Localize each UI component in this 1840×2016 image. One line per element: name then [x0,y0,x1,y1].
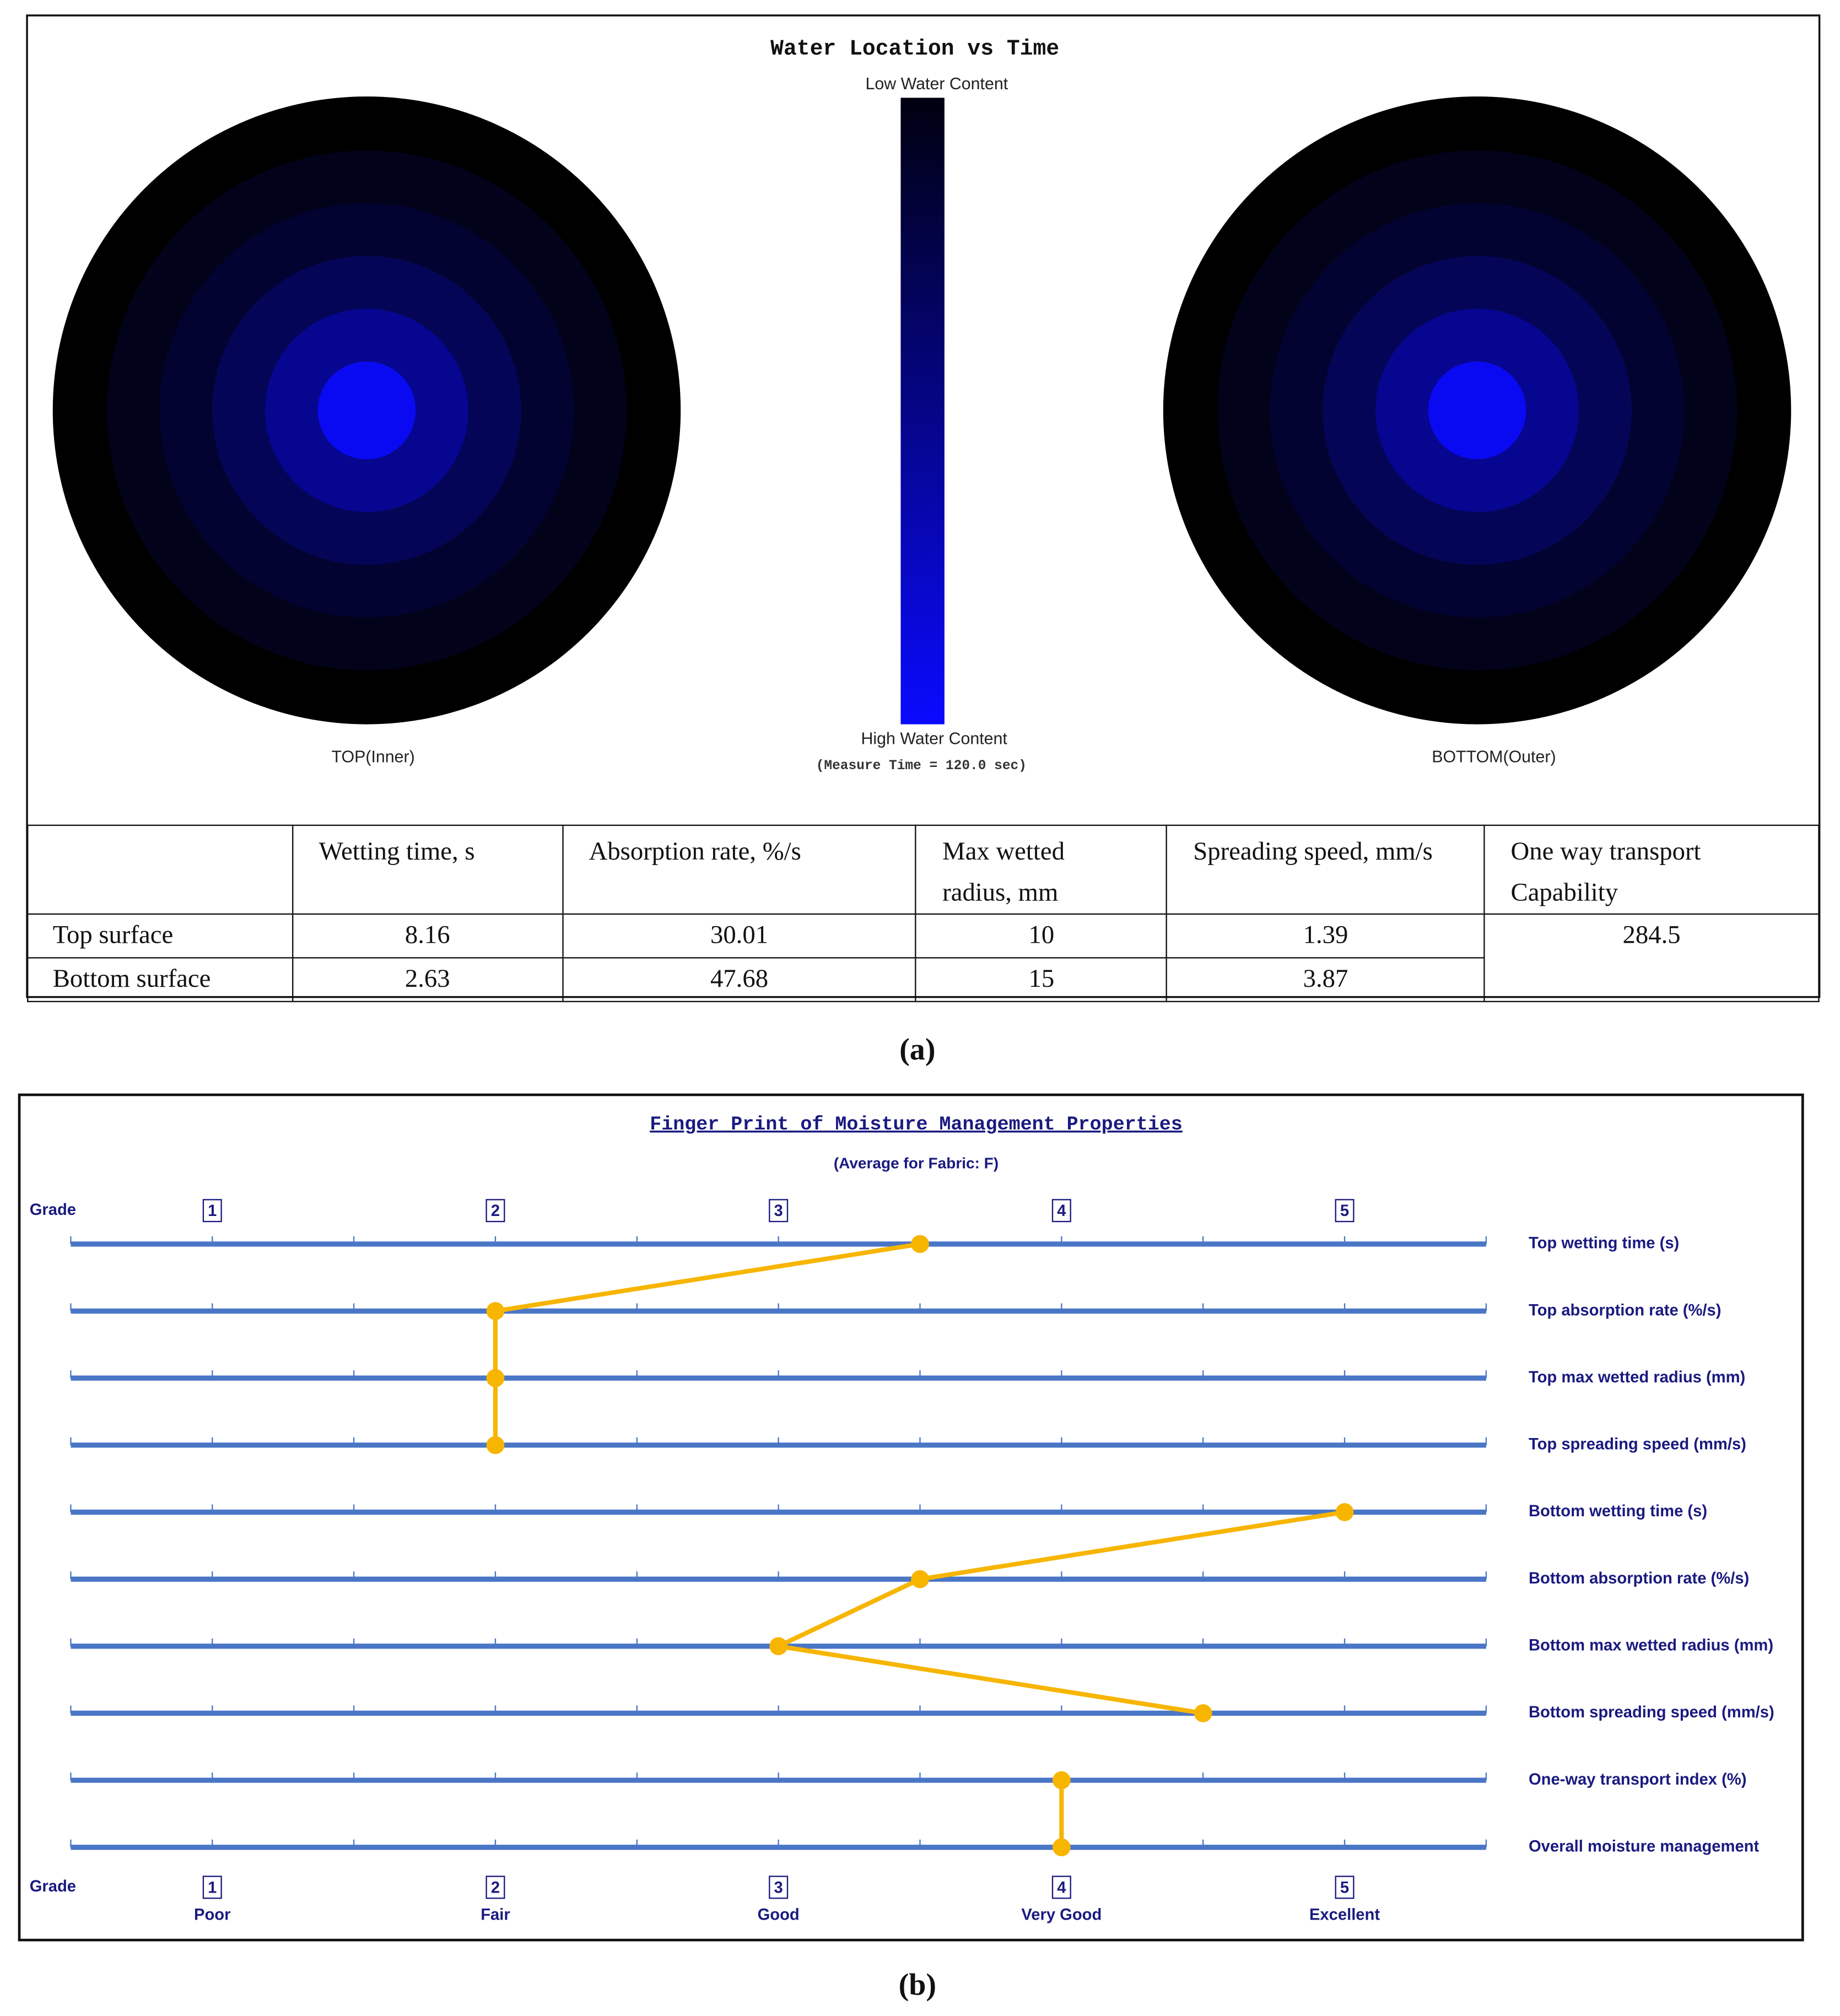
cell: 284.5 [1483,913,1820,1002]
chart-subtitle: (Average for Fabric: F) [834,1155,999,1172]
header-cell [27,824,293,915]
grade-line [770,1510,1345,1716]
chart-title: Finger Print of Moisture Management Prop… [650,1114,1183,1136]
x-tick-label: 2 [491,1202,500,1220]
grade-point [1053,1838,1071,1857]
grade-axis-label: Grade [30,1878,76,1895]
row-label: Bottom max wetted radius (mm) [1529,1637,1773,1655]
grade-point [486,1302,505,1320]
panel-b-frame [18,1093,1804,1942]
caption-b: (b) [899,1968,936,2002]
grade-box [202,1876,222,1899]
x-tick-label: 5 [1340,1202,1349,1220]
grade-box [1051,1876,1071,1899]
table-row: Bottom surface 2.63 47.68 15 3.87 [27,957,1819,1002]
header-cell: Wetting time, s [292,824,563,915]
color-scale-bar [900,98,945,725]
x-tick-label: 2 [491,1879,500,1896]
cell: 1.39 [1166,913,1485,959]
grade-line [493,1241,921,1445]
row-label: Overall moisture management [1529,1837,1760,1855]
x-tick-label: 3 [774,1879,783,1896]
scale-bottom-label: High Water Content [861,730,1008,748]
row-label: Top surface [27,913,293,959]
grade-point [1335,1503,1354,1521]
x-tick-label: 3 [774,1202,783,1220]
x-tick-label: 4 [1057,1879,1066,1896]
grade-box [202,1199,222,1223]
grade-name: Excellent [1309,1906,1380,1923]
table-header: Wetting time, s Absorption rate, %/s Max… [27,824,1820,915]
caption-a: (a) [899,1033,935,1067]
row-label: Top spreading speed (mm/s) [1529,1436,1746,1453]
x-tick-label: 5 [1340,1879,1349,1896]
grade-name: Fair [481,1906,510,1923]
header-cell: One way transport Capability [1483,824,1820,915]
top-disc-label: TOP(Inner) [332,748,415,766]
cell: 47.68 [562,957,917,1002]
disc-ring [1428,361,1526,460]
grade-point [1194,1704,1212,1722]
row-label: Top absorption rate (%/s) [1529,1301,1722,1319]
grade-point [769,1637,787,1656]
row-label: Bottom surface [27,957,293,1002]
header-cell: Absorption rate, %/s [562,824,917,915]
cell: 15 [915,957,1168,1002]
x-tick-label: 4 [1057,1202,1066,1220]
header-cell: Max wetted radius, mm [915,824,1168,915]
x-tick-label: 1 [208,1879,217,1896]
grade-box [769,1876,789,1899]
row-label: Bottom wetting time (s) [1529,1502,1707,1520]
grade-name: Poor [194,1906,230,1923]
table-row: Top surface 8.16 30.01 10 1.39 284.5 [27,913,1820,1002]
grade-axis-label: Grade [30,1201,76,1219]
grade-point [911,1235,929,1253]
grade-box [1335,1199,1355,1223]
row-label: Top max wetted radius (mm) [1529,1369,1745,1386]
water-disc-top [52,96,681,725]
grade-box [485,1199,505,1223]
header-cell: Spreading speed, mm/s [1166,824,1485,915]
grade-point [1053,1771,1071,1790]
disc-ring [317,361,416,460]
grade-name: Good [758,1906,800,1923]
cell: 30.01 [562,913,917,959]
grade-box [1335,1876,1355,1899]
cell: 3.87 [1166,957,1485,1002]
cell: 2.63 [292,957,563,1002]
water-disc-bottom [1163,96,1792,725]
bottom-disc-label: BOTTOM(Outer) [1432,748,1556,766]
grade-name: Very Good [1021,1906,1102,1923]
grade-box [485,1876,505,1899]
measure-note: (Measure Time = 120.0 sec) [816,759,1027,774]
row-label: One-way transport index (%) [1529,1771,1747,1788]
row-label: Top wetting time (s) [1529,1235,1679,1252]
x-tick-label: 1 [208,1202,217,1220]
row-label: Bottom spreading speed (mm/s) [1529,1704,1774,1721]
grade-point [911,1570,929,1588]
grade-point [486,1436,505,1455]
grade-point [486,1369,505,1387]
scale-top-label: Low Water Content [866,75,1008,93]
cell: 10 [915,913,1168,959]
grade-box [769,1199,789,1223]
plot-area: Top wetting time (s) Top absorption rate … [70,1199,1774,1923]
cell: 8.16 [292,913,563,959]
row-label: Bottom absorption rate (%/s) [1529,1570,1749,1587]
panel-a-title: Water Location vs Time [770,36,1059,61]
results-table: Wetting time, s Absorption rate, %/s Max… [27,824,1820,1002]
grade-box [1051,1199,1071,1223]
